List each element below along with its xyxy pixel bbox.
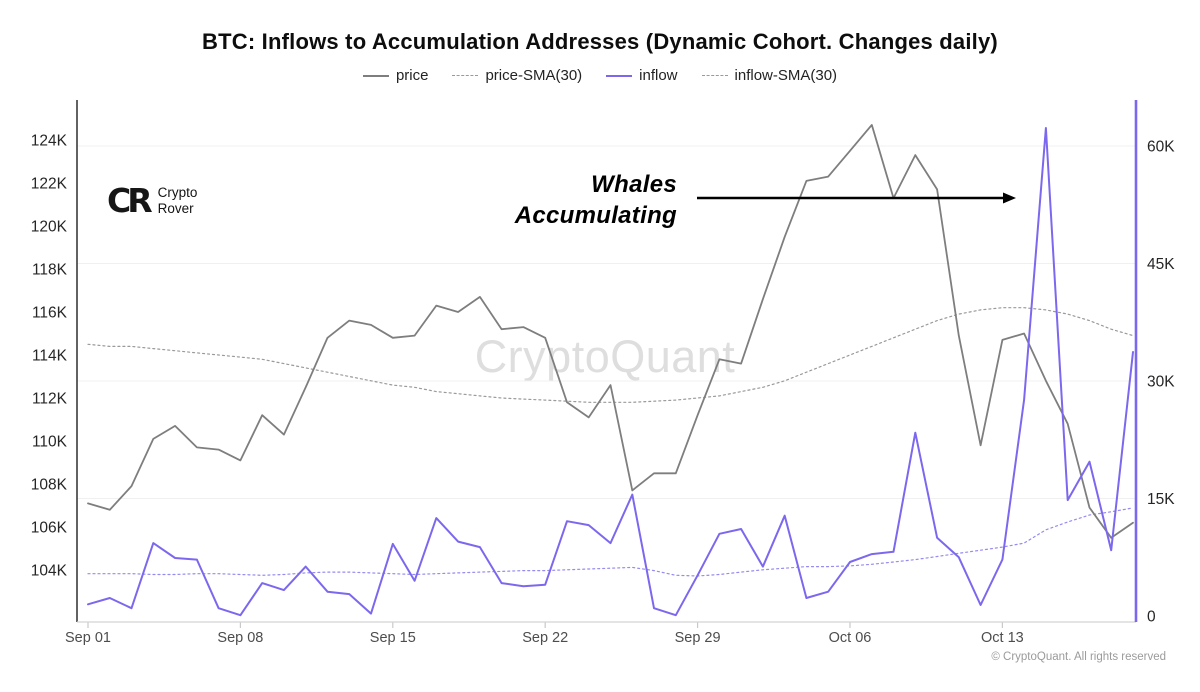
legend-item-inflow[interactable]: inflow: [606, 67, 678, 84]
x-tick-label: Sep 29: [675, 630, 721, 646]
legend-swatch: [606, 74, 633, 77]
legend-item-inflow-sma-30-[interactable]: inflow-SMA(30): [701, 67, 838, 84]
crypto-rover-logo: CR Crypto Rover: [107, 183, 197, 219]
legend-swatch: [701, 75, 728, 76]
crypto-rover-logo-text: Crypto Rover: [158, 185, 198, 217]
legend: price price-SMA(30) inflow inflow-SMA(30): [0, 67, 1200, 84]
inflow-axis-label: 0: [1147, 609, 1156, 626]
price-axis-label: 110K: [32, 434, 68, 451]
price-axis-label: 118K: [32, 262, 68, 279]
price-axis-label: 124K: [31, 133, 68, 150]
x-tick-label: Sep 08: [217, 630, 263, 646]
copyright-notice: © CryptoQuant. All rights reserved: [991, 651, 1166, 663]
legend-swatch: [452, 75, 479, 76]
legend-item-price-sma-30-[interactable]: price-SMA(30): [452, 67, 582, 84]
x-tick-label: Oct 06: [829, 630, 872, 646]
inflow-axis-label: 15K: [1147, 491, 1175, 508]
inflow-axis-label: 30K: [1147, 374, 1175, 391]
price-axis-label: 122K: [31, 176, 68, 193]
whales-annotation: Whales Accumulating: [515, 169, 677, 231]
price-axis-label: 120K: [31, 219, 68, 236]
x-tick-label: Sep 15: [370, 630, 416, 646]
legend-label: price-SMA(30): [485, 67, 583, 84]
legend-label: inflow-SMA(30): [734, 67, 838, 84]
series-line-price: [87, 124, 1134, 539]
x-tick-label: Sep 22: [522, 630, 568, 646]
series-line-inflow: [87, 127, 1134, 617]
price-axis-label: 104K: [31, 563, 68, 580]
series-line-price-sma-30-: [87, 307, 1134, 403]
inflow-axis-label: 45K: [1147, 256, 1175, 273]
x-tick-label: Sep 01: [65, 630, 111, 646]
logo-text-line1: Crypto: [157, 185, 198, 200]
legend-item-price[interactable]: price: [362, 67, 429, 84]
crypto-rover-logo-icon: CR: [107, 181, 153, 220]
whales-arrow-head-icon: [1003, 192, 1016, 204]
legend-swatch: [362, 74, 389, 77]
chart-title: BTC: Inflows to Accumulation Addresses (…: [202, 29, 998, 54]
price-axis-label: 116K: [32, 305, 68, 322]
logo-text-line2: Rover: [157, 201, 194, 216]
legend-label: inflow: [639, 67, 678, 84]
legend-label: price: [395, 67, 429, 84]
whales-annotation-line1: Whales: [591, 171, 677, 198]
whales-annotation-line2: Accumulating: [514, 202, 677, 229]
price-axis-label: 112K: [32, 391, 68, 408]
price-axis-label: 108K: [31, 477, 68, 494]
inflow-axis-label: 60K: [1147, 139, 1175, 156]
x-tick-label: Oct 13: [981, 630, 1024, 646]
cryptoquant-watermark: CryptoQuant: [474, 331, 736, 382]
price-axis-label: 114K: [32, 348, 68, 365]
price-axis-label: 106K: [31, 520, 68, 537]
